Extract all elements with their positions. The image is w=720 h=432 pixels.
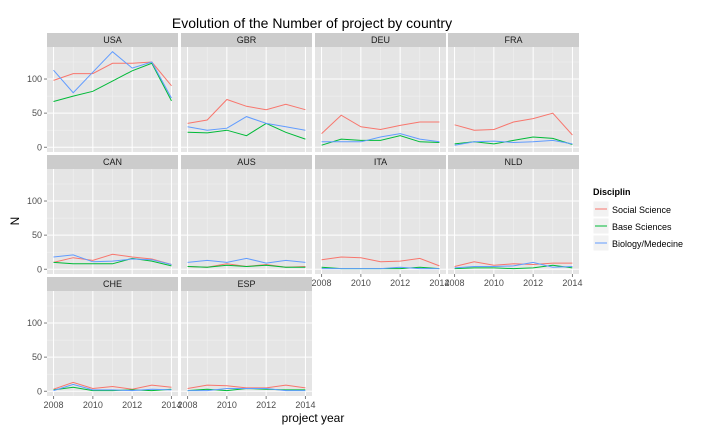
legend-item: Social Science (592, 200, 671, 218)
series-line-biology-medecine (321, 266, 440, 270)
x-tick-label: 2012 (390, 278, 410, 288)
legend-item: Base Sciences (592, 217, 672, 235)
series-line-base-sciences (53, 257, 172, 267)
series-line-biology-medecine (53, 51, 172, 99)
panel-nld: NLD 2008 2010 2012 2014 (445, 155, 582, 288)
series-line-social-science (321, 256, 440, 267)
x-tick-label: 2014 (161, 400, 181, 410)
series-line-base-sciences (187, 264, 306, 268)
series-line-base-sciences (321, 135, 440, 146)
series-line-biology-medecine (454, 261, 573, 269)
x-tick-label: 2014 (562, 278, 582, 288)
series-line-biology-medecine (321, 133, 440, 143)
x-tick-label: 2012 (523, 278, 543, 288)
y-tick-label: 100 (27, 74, 42, 84)
strip-background (448, 33, 579, 47)
y-axis-title: N (8, 217, 22, 226)
series-line-base-sciences (53, 386, 172, 392)
panel-deu: DEU (315, 33, 446, 152)
series-line-biology-medecine (53, 254, 172, 265)
panel-can: CAN 0 50 100 (27, 155, 178, 274)
legend: Disciplin Social Science Base Sciences Bio… (592, 187, 683, 252)
strip-label: ITA (374, 157, 387, 167)
strip-background (181, 155, 312, 169)
series-line-social-science (454, 261, 573, 267)
strip-label: CHE (103, 279, 122, 289)
strip-background (181, 277, 312, 291)
y-tick-label: 50 (32, 352, 42, 362)
series-line-social-science (187, 384, 306, 389)
legend-label: Biology/Medecine (612, 239, 683, 249)
y-tick-label: 100 (27, 318, 42, 328)
strip-background (315, 155, 446, 169)
series-line-social-science (454, 112, 573, 136)
x-tick-label: 2010 (351, 278, 371, 288)
strip-label: ESP (237, 279, 255, 289)
strip-background (448, 155, 579, 169)
x-tick-label: 2008 (178, 400, 198, 410)
strip-label: FRA (505, 35, 523, 45)
panel-usa: USA 0 50 100 (27, 33, 178, 152)
strip-background (315, 33, 446, 47)
x-tick-label: 2010 (217, 400, 237, 410)
x-tick-label: 2010 (484, 278, 504, 288)
series-line-biology-medecine (187, 257, 306, 264)
strip-label: NLD (504, 157, 523, 167)
panel-che: CHE 0 50 100 2008 2010 2012 2014 (27, 277, 181, 410)
legend-label: Base Sciences (612, 222, 672, 232)
legend-title: Disciplin (593, 187, 631, 197)
x-tick-label: 2014 (295, 400, 315, 410)
series-line-base-sciences (187, 122, 306, 140)
series-line-base-sciences (53, 62, 172, 102)
x-tick-label: 2012 (122, 400, 142, 410)
strip-background (47, 155, 178, 169)
strip-background (181, 33, 312, 47)
panel-ita: ITA 2008 2010 2012 2014 (312, 155, 449, 288)
x-tick-label: 2008 (312, 278, 332, 288)
panel-aus: AUS (181, 155, 312, 274)
x-tick-label: 2010 (83, 400, 103, 410)
x-tick-label: 2008 (44, 400, 64, 410)
series-line-social-science (53, 381, 172, 390)
series-line-biology-medecine (187, 388, 306, 392)
y-tick-label: 0 (37, 142, 42, 152)
series-line-social-science (187, 98, 306, 124)
panel-fra: FRA (448, 33, 579, 152)
x-axis-title: project year (282, 411, 345, 425)
strip-background (47, 277, 178, 291)
series-line-biology-medecine (187, 116, 306, 131)
strip-label: DEU (371, 35, 390, 45)
chart-title: Evolution of the Number of project by co… (172, 15, 452, 31)
strip-background (47, 33, 178, 47)
legend-item: Biology/Medecine (592, 234, 683, 252)
strip-label: GBR (237, 35, 257, 45)
panel-gbr: GBR (181, 33, 312, 152)
x-tick-label: 2008 (445, 278, 465, 288)
x-tick-label: 2012 (256, 400, 276, 410)
y-tick-label: 50 (32, 108, 42, 118)
series-line-biology-medecine (53, 383, 172, 392)
x-tick-label: 2014 (429, 278, 449, 288)
series-line-social-science (321, 114, 440, 134)
panel-esp: ESP 2008 2010 2012 2014 (178, 277, 315, 410)
y-tick-label: 0 (37, 386, 42, 396)
series-line-social-science (53, 253, 172, 265)
strip-label: USA (103, 35, 122, 45)
strip-label: AUS (237, 157, 256, 167)
y-tick-label: 100 (27, 196, 42, 206)
series-line-biology-medecine (454, 139, 573, 146)
y-tick-label: 50 (32, 230, 42, 240)
series-line-base-sciences (454, 264, 573, 270)
y-tick-label: 0 (37, 264, 42, 274)
legend-label: Social Science (612, 205, 671, 215)
strip-label: CAN (103, 157, 122, 167)
